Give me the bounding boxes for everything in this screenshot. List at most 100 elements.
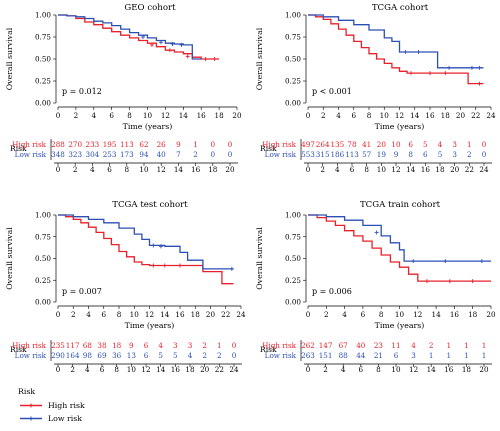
risk-count: 8 — [408, 150, 413, 159]
risk-row-label-low: Low risk — [15, 351, 47, 360]
x-tick-label: 4 — [336, 111, 341, 120]
risk-table-header: Risk — [260, 345, 277, 354]
risk-count: 0 — [211, 150, 216, 159]
risk-count: 4 — [188, 351, 193, 360]
risk-count: 235 — [51, 341, 65, 350]
risk-x-tick-label: 2 — [320, 165, 325, 174]
risk-count: 5 — [173, 351, 178, 360]
risk-count: 117 — [66, 341, 80, 350]
risk-count: 1 — [482, 341, 487, 350]
x-tick-label: 22 — [221, 310, 230, 319]
risk-x-tick-label: 4 — [90, 165, 95, 174]
p-value-label: p = 0.007 — [62, 287, 102, 296]
y-tick-label: 1.00 — [35, 211, 51, 220]
y-tick-label: 0.75 — [285, 232, 301, 241]
y-tick-label: 0.25 — [285, 276, 301, 285]
risk-x-tick-label: 4 — [335, 165, 340, 174]
x-tick-label: 6 — [109, 111, 114, 120]
risk-count: 1 — [193, 140, 198, 149]
risk-count: 1 — [482, 351, 487, 360]
y-axis-title: Overall survival — [255, 227, 264, 290]
risk-count: 2 — [202, 341, 207, 350]
y-tick-label: 0.00 — [35, 298, 51, 307]
x-tick-label: 16 — [450, 310, 460, 319]
x-tick-label: 6 — [351, 111, 356, 120]
risk-x-tick-label: 8 — [376, 365, 381, 374]
risk-x-tick-label: 0 — [306, 165, 311, 174]
risk-count: 0 — [482, 150, 487, 159]
x-tick-label: 2 — [321, 111, 326, 120]
risk-count: 2 — [429, 341, 434, 350]
risk-count: 38 — [97, 341, 107, 350]
risk-count: 40 — [356, 341, 366, 350]
risk-row-label-low: Low risk — [15, 150, 47, 159]
risk-x-tick-label: 4 — [341, 365, 346, 374]
y-tick-label: 0.50 — [285, 254, 301, 263]
risk-count: 1 — [217, 341, 222, 350]
risk-x-tick-label: 8 — [125, 165, 130, 174]
risk-count: 69 — [97, 351, 107, 360]
risk-count: 0 — [228, 140, 233, 149]
risk-row-label-high: High risk — [262, 140, 297, 149]
risk-count: 113 — [120, 140, 134, 149]
x-tick-label: 4 — [342, 310, 347, 319]
risk-count: 186 — [330, 150, 344, 159]
y-axis-title: Overall survival — [5, 227, 14, 290]
risk-x-tick-label: 2 — [70, 365, 75, 374]
risk-x-tick-label: 6 — [100, 365, 105, 374]
km-curve-high-risk — [308, 14, 484, 85]
x-tick-label: 12 — [145, 310, 154, 319]
x-tick-label: 6 — [361, 310, 366, 319]
x-tick-label: 16 — [175, 310, 185, 319]
risk-x-tick-label: 18 — [185, 365, 195, 374]
risk-x-tick-label: 14 — [406, 165, 416, 174]
risk-count: 10 — [391, 140, 401, 149]
risk-count: 2 — [217, 351, 222, 360]
risk-count: 6 — [408, 140, 413, 149]
risk-x-tick-label: 14 — [427, 365, 437, 374]
risk-count: 0 — [482, 140, 487, 149]
risk-x-tick-label: 20 — [225, 165, 235, 174]
x-axis-title: Time (years) — [123, 122, 173, 131]
risk-count: 21 — [374, 351, 383, 360]
risk-table-header: Risk — [10, 345, 27, 354]
x-tick-label: 22 — [471, 111, 480, 120]
y-tick-label: 0.75 — [285, 33, 301, 42]
risk-x-tick-label: 2 — [323, 365, 328, 374]
risk-count: 2 — [467, 150, 472, 159]
risk-x-tick-label: 12 — [409, 365, 418, 374]
risk-table-header: Risk — [260, 144, 277, 153]
risk-count: 3 — [188, 341, 193, 350]
x-tick-label: 14 — [432, 310, 442, 319]
risk-count: 44 — [356, 351, 366, 360]
risk-count: 67 — [339, 341, 349, 350]
legend-label: Low risk — [48, 414, 82, 423]
risk-count: 0 — [232, 351, 237, 360]
risk-x-tick-label: 12 — [141, 365, 150, 374]
risk-count: 88 — [339, 351, 349, 360]
x-tick-label: 16 — [197, 111, 207, 120]
risk-count: 4 — [158, 341, 163, 350]
y-tick-label: 0.00 — [35, 99, 51, 108]
risk-count: 9 — [176, 140, 181, 149]
x-tick-label: 18 — [468, 310, 478, 319]
risk-count: 36 — [112, 351, 122, 360]
risk-x-tick-label: 2 — [73, 165, 78, 174]
risk-x-tick-label: 18 — [208, 165, 218, 174]
x-tick-label: 24 — [236, 310, 246, 319]
risk-count: 13 — [127, 351, 137, 360]
risk-count: 3 — [173, 341, 178, 350]
x-tick-label: 12 — [413, 310, 422, 319]
risk-x-tick-label: 0 — [306, 365, 311, 374]
risk-count: 7 — [176, 150, 181, 159]
x-tick-label: 6 — [101, 310, 106, 319]
risk-count: 23 — [374, 341, 384, 350]
risk-x-tick-label: 8 — [114, 365, 119, 374]
risk-count: 1 — [467, 140, 472, 149]
chart-title: GEO cohort — [124, 3, 176, 13]
risk-x-tick-label: 6 — [350, 165, 355, 174]
risk-x-tick-label: 18 — [435, 165, 445, 174]
km-panel: TCGA train cohort 0.00 0.25 0.50 0.75 1.00 0 2 4… — [255, 200, 496, 374]
